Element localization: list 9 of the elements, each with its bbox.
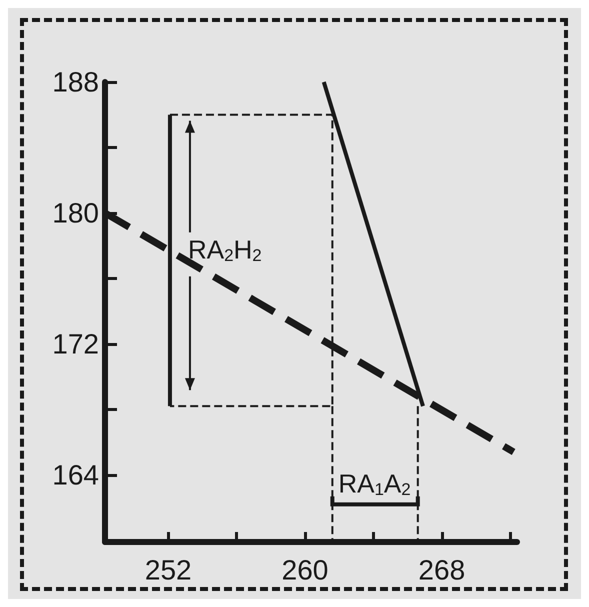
y-tick-label: 172	[52, 328, 99, 360]
x-tick-label: 268	[418, 554, 466, 586]
annotation: RA1A2	[338, 468, 411, 499]
x-tick-label: 252	[144, 554, 192, 586]
x-tick-label: 260	[282, 554, 328, 586]
annotation: RA2H2	[188, 234, 262, 265]
y-tick-label: 164	[52, 459, 99, 490]
y-tick-label: 180	[52, 197, 99, 228]
y-tick-label: 188	[52, 66, 99, 98]
